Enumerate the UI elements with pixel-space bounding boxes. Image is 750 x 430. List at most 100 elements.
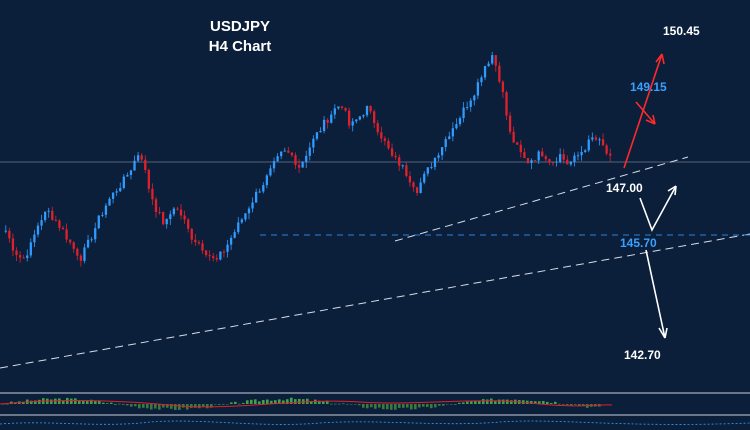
indicator-bar	[358, 404, 361, 406]
indicator-bar	[250, 399, 253, 404]
indicator-bar	[166, 404, 169, 408]
candles	[4, 51, 612, 267]
indicator-bar	[106, 403, 109, 404]
candle-body	[40, 220, 43, 226]
indicator-bar	[402, 404, 405, 408]
candle-body	[473, 95, 476, 101]
indicator-bar	[462, 402, 465, 404]
candle-body	[319, 131, 322, 133]
indicator-bar	[342, 403, 345, 405]
level-145-70: 145.70	[620, 236, 657, 250]
candle-body	[573, 155, 576, 162]
indicator-bar	[498, 399, 501, 404]
candle-body	[462, 107, 465, 119]
candle-body	[419, 182, 422, 193]
candle-body	[569, 161, 573, 165]
indicator-bar	[466, 401, 469, 404]
candle-body	[219, 251, 222, 260]
indicator-bar	[30, 400, 33, 404]
candle-body	[58, 220, 61, 228]
indicator-bar	[370, 404, 373, 408]
candle-body	[390, 148, 394, 156]
candle-body	[179, 209, 183, 216]
candle-body	[140, 155, 143, 160]
candle-body	[208, 255, 211, 257]
candle-body	[294, 155, 297, 165]
candle-body	[126, 174, 129, 177]
candle-body	[401, 165, 404, 167]
candle-body	[469, 100, 472, 107]
indicator-bar	[422, 404, 425, 407]
candle-body	[415, 187, 419, 193]
candle-body	[383, 138, 387, 141]
indicator-bar	[70, 398, 73, 404]
candle-body	[115, 191, 118, 193]
indicator-bar	[230, 402, 233, 404]
candle-body	[86, 239, 90, 248]
candle-body	[405, 165, 408, 177]
candle-body	[297, 164, 301, 168]
candle-body	[94, 228, 97, 240]
candle-body	[233, 232, 236, 238]
candle-body	[151, 188, 154, 200]
indicator-bar	[318, 400, 321, 404]
candle-body	[408, 176, 412, 183]
candle-body	[122, 176, 125, 189]
indicator-bar	[202, 404, 205, 407]
indicator-bar	[174, 404, 177, 410]
indicator-bar	[254, 399, 257, 404]
candle-body	[480, 77, 483, 83]
candle-body	[79, 255, 83, 261]
candle-body	[347, 110, 351, 126]
indicator-bar	[86, 400, 89, 404]
candle-body	[609, 153, 612, 156]
indicator-bar	[338, 403, 341, 405]
indicator-bar	[158, 404, 161, 410]
candle-body	[498, 65, 501, 82]
candle-body	[555, 161, 558, 163]
candle-body	[90, 239, 93, 241]
indicator-bar	[582, 404, 585, 407]
candle-body	[562, 154, 565, 160]
candle-body	[362, 115, 365, 117]
indicator-bar	[170, 404, 173, 409]
projection-arrows	[623, 53, 677, 339]
indicator-bar	[290, 397, 293, 404]
indicator-bar	[242, 402, 245, 404]
candle-body	[580, 151, 583, 156]
indicator-bar	[506, 399, 509, 404]
indicator-bar	[262, 399, 265, 404]
candle-body	[104, 205, 108, 215]
indicator-bar	[406, 404, 409, 408]
indicator-bar	[302, 399, 305, 404]
level-147-00: 147.00	[606, 181, 643, 195]
indicator-bar	[146, 404, 149, 409]
indicator-bar	[214, 404, 217, 405]
candle-body	[533, 160, 537, 162]
candle-body	[33, 234, 36, 243]
candle-body	[508, 115, 512, 132]
candle-body	[394, 155, 397, 158]
indicator-bar	[446, 404, 449, 405]
candle-body	[276, 156, 279, 162]
indicator-bar	[470, 401, 473, 404]
indicator-bar	[62, 400, 65, 404]
candle-body	[466, 106, 469, 108]
indicator-bar	[362, 404, 365, 408]
candle-body	[204, 250, 208, 256]
candle-body	[412, 182, 415, 188]
candle-body	[129, 170, 133, 175]
candle-body	[262, 185, 265, 192]
candle-body	[494, 55, 497, 66]
candle-body	[226, 244, 229, 252]
candle-body	[194, 239, 197, 243]
candle-body	[258, 191, 261, 193]
candle-body	[505, 92, 508, 116]
candle-body	[197, 242, 201, 244]
candle-body	[365, 106, 369, 116]
candle-body	[455, 124, 458, 129]
indicator-bar	[238, 403, 241, 405]
long-trendline	[0, 233, 750, 369]
candle-body	[244, 213, 247, 220]
indicator-bar	[326, 400, 329, 404]
